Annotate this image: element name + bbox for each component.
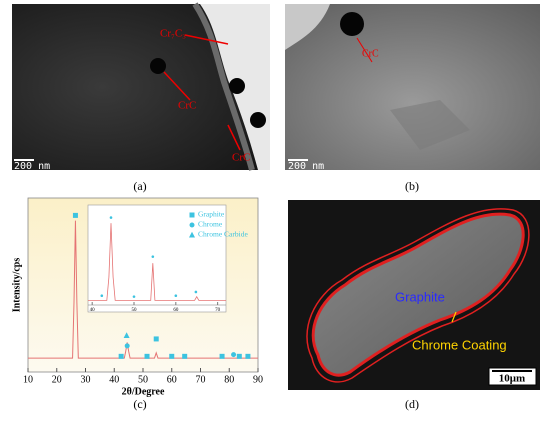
- marker: [219, 353, 225, 359]
- marker: [189, 231, 195, 238]
- legend-label: Chrome: [198, 220, 223, 229]
- marker: [169, 353, 175, 359]
- arrow: [184, 34, 229, 45]
- panel-c: (c) 10 20 30 40 50 60 70 80 90 2θ/Degree Intensity…: [11, 197, 263, 411]
- panel-b: CrC 200 nm (b): [285, 4, 540, 193]
- panel-label: (a): [133, 179, 146, 193]
- annotation: CrC: [362, 48, 379, 59]
- legend-label: Graphite: [198, 210, 225, 219]
- x-tick-label: 80: [224, 374, 234, 385]
- marker: [109, 216, 113, 219]
- marker: [153, 336, 159, 342]
- particle: [229, 78, 245, 94]
- particle: [340, 12, 364, 36]
- arrow: [451, 311, 457, 323]
- annotation: CrC: [232, 152, 250, 164]
- grain: [390, 100, 470, 150]
- annotation: Chrome Coating: [412, 337, 507, 352]
- x-tick-label: 30: [81, 374, 91, 385]
- scale-box: [488, 367, 537, 386]
- panel-label: (d): [405, 397, 419, 411]
- marker: [72, 212, 78, 218]
- scale-label: 200 nm: [288, 161, 324, 172]
- y-axis-label: Intensity/cps: [11, 258, 22, 313]
- inset: [87, 204, 227, 313]
- x-tick-label: 70: [196, 374, 206, 385]
- inset-line: [88, 223, 226, 301]
- marker: [236, 353, 242, 359]
- panel-a: Cr₇C₃ CrC CrC 200 nm (a): [12, 2, 270, 193]
- x-axis-label: 2θ/Degree: [122, 386, 165, 397]
- inset-tick-label: 50: [132, 308, 138, 313]
- inset-tick-label: 70: [215, 308, 221, 313]
- marker: [231, 352, 237, 358]
- inset-tick-label: 60: [173, 308, 179, 313]
- marker: [132, 295, 136, 298]
- x-tick-label: 50: [138, 374, 148, 385]
- annotation: CrC: [178, 100, 196, 112]
- marker: [182, 353, 188, 359]
- particle: [150, 58, 166, 74]
- marker: [123, 332, 130, 338]
- marker: [245, 353, 251, 359]
- coating-edge: [192, 2, 255, 171]
- graphite-particle: [311, 212, 525, 377]
- x-tick-label: 60: [167, 374, 177, 385]
- marker: [174, 294, 178, 298]
- tem-image: [285, 4, 540, 170]
- arrow: [163, 71, 191, 101]
- bright-region: [285, 4, 330, 50]
- arrow: [227, 124, 241, 151]
- x-tick-label: 20: [52, 374, 62, 385]
- x-tick-label: 90: [253, 374, 263, 385]
- marker: [124, 343, 130, 349]
- particle: [250, 112, 266, 128]
- scale-label: 200 nm: [14, 161, 50, 172]
- panel-label: (b): [405, 179, 419, 193]
- x-tick-label: 40: [109, 374, 119, 385]
- annotation: Cr₇C₃: [160, 28, 186, 40]
- panel-label: (c): [133, 397, 146, 411]
- arrow: [356, 37, 373, 63]
- marker: [194, 290, 198, 294]
- marker: [189, 212, 195, 218]
- marker: [118, 353, 124, 359]
- marker: [144, 353, 150, 359]
- legend-label: Chrome Carbide: [198, 230, 248, 239]
- inset-tick-label: 40: [90, 308, 96, 313]
- marker: [100, 294, 104, 298]
- panel-d: Graphite Chrome Coating 10μm (d): [288, 200, 540, 411]
- scale-label: 10μm: [499, 373, 525, 385]
- coating-outline: [306, 208, 530, 383]
- marker: [189, 222, 195, 228]
- annotation: Graphite: [395, 289, 445, 304]
- x-tick-label: 10: [23, 374, 33, 385]
- marker: [151, 255, 155, 258]
